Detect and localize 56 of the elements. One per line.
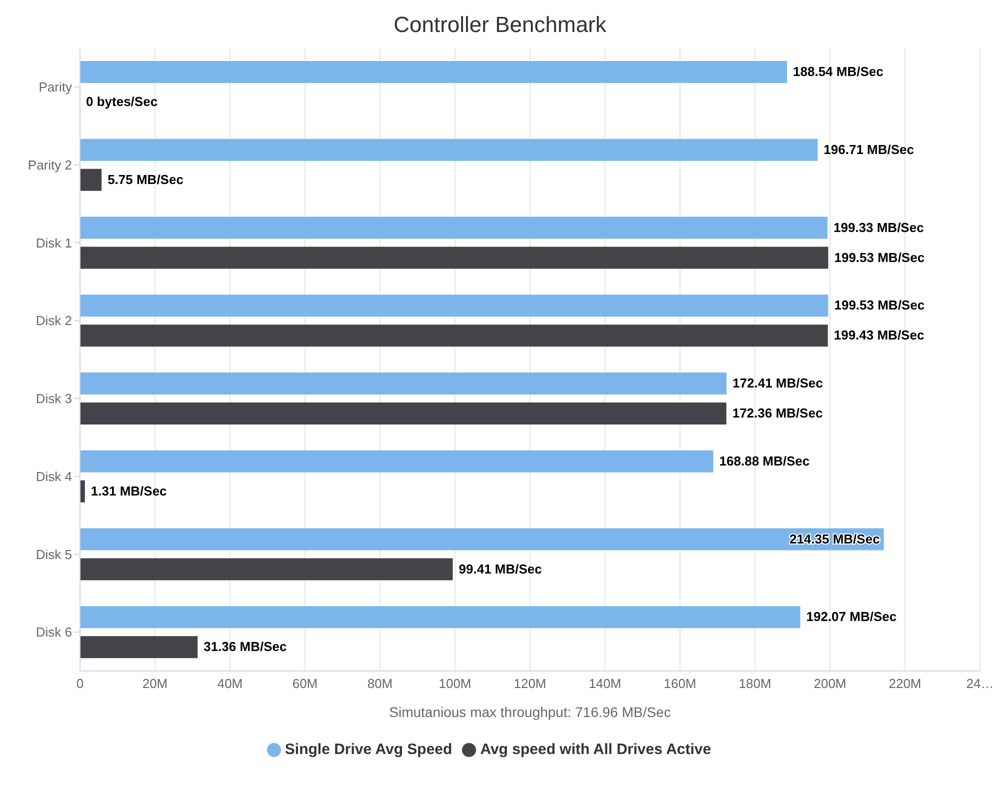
bar: [80, 636, 198, 658]
data-label: 192.07 MB/Sec: [806, 609, 897, 624]
bar: [80, 294, 828, 317]
data-label: 199.33 MB/Sec: [833, 220, 924, 235]
data-label: 199.43 MB/Sec: [834, 328, 924, 343]
legend-label: Avg speed with All Drives Active: [480, 741, 712, 758]
data-label: 31.36 MB/Sec: [204, 639, 287, 654]
y-tick-label: Disk 2: [36, 313, 72, 328]
x-tick-label: 220M: [888, 676, 922, 692]
bar: [80, 480, 85, 502]
x-tick-label: 60M: [292, 676, 318, 692]
x-tick-label: 120M: [514, 676, 546, 692]
bar: [80, 168, 102, 191]
y-tick-label: Disk 5: [36, 546, 72, 562]
bar: [80, 216, 828, 239]
bar: [80, 61, 788, 83]
bar: [80, 450, 714, 472]
chart-title: Controller Benchmark: [392, 11, 608, 39]
bar: [80, 246, 828, 269]
x-tick-label: 80M: [367, 676, 393, 692]
data-label: 168.88 MB/Sec: [719, 453, 810, 468]
y-tick-label: Parity: [38, 80, 72, 95]
data-label: 0 bytes/Sec: [86, 94, 158, 109]
bar: [80, 528, 884, 550]
data-label: 196.71 MB/Sec: [824, 142, 914, 157]
x-tick-label: 140M: [588, 676, 622, 692]
y-tick-label: Disk 1: [36, 235, 72, 250]
x-tick-label: 180M: [738, 676, 772, 692]
data-label: 172.41 MB/Sec: [732, 376, 823, 390]
bar: [80, 372, 727, 394]
data-label: 188.54 MB/Sec: [793, 64, 884, 79]
y-tick-label: Disk 6: [36, 624, 72, 640]
bar: [80, 402, 726, 424]
data-label: 5.75 MB/Sec: [108, 172, 184, 187]
bar: [80, 606, 800, 628]
data-label: 172.36 MB/Sec: [732, 406, 823, 420]
bar: [80, 324, 828, 347]
x-tick-label: 100M: [438, 676, 472, 692]
legend-label: Single Drive Avg Speed: [284, 741, 452, 758]
data-label: 214.35 MB/Sec: [789, 531, 880, 546]
bar: [80, 558, 453, 580]
y-tick-label: Disk 4: [36, 468, 72, 484]
data-label: 99.41 MB/Sec: [458, 561, 542, 576]
x-tick-label: 160M: [664, 676, 696, 692]
x-tick-label: 20M: [142, 676, 168, 692]
data-label: 199.53 MB/Sec: [834, 250, 925, 265]
data-label: 1.31 MB/Sec: [90, 483, 167, 498]
bar: [80, 138, 818, 161]
x-tick-label: 40M: [217, 676, 243, 692]
x-axis-title: Simutanious max throughput: 716.96 MB/Sec: [389, 704, 671, 720]
y-tick-label: Disk 3: [36, 391, 72, 406]
x-tick-label: 0: [76, 676, 84, 692]
x-tick-label: 200M: [814, 676, 846, 692]
y-tick-label: Parity 2: [28, 157, 72, 172]
x-tick-label: 24…: [966, 676, 994, 692]
data-label: 199.53 MB/Sec: [834, 298, 925, 313]
